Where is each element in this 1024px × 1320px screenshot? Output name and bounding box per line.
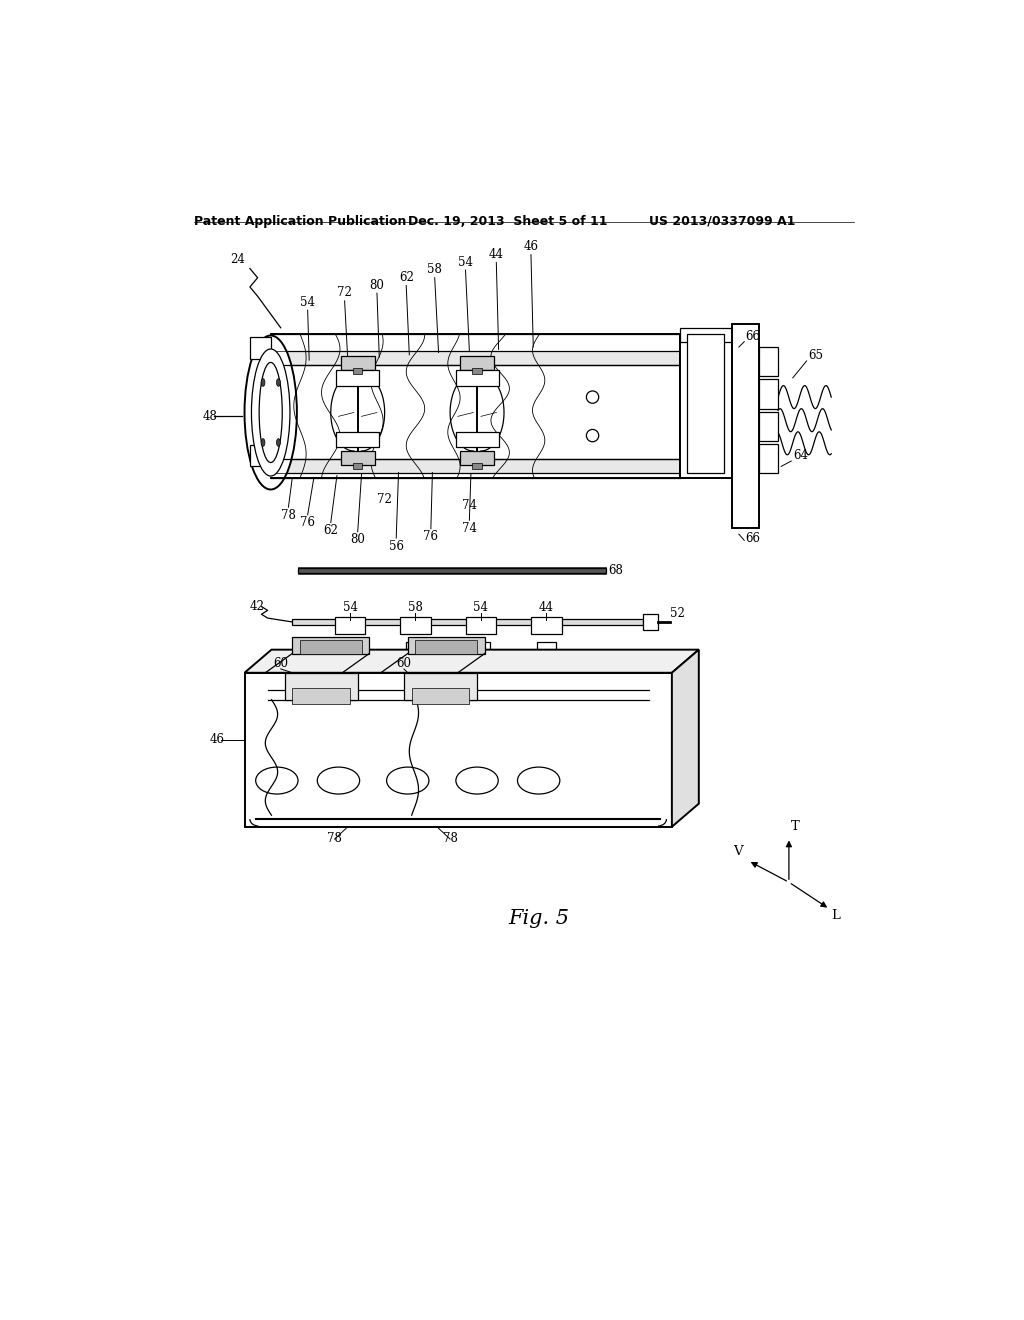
Text: Patent Application Publication: Patent Application Publication	[195, 215, 407, 227]
Text: 48: 48	[202, 409, 217, 422]
Bar	[466, 618, 497, 635]
Text: 66: 66	[745, 330, 760, 343]
Text: 44: 44	[488, 248, 504, 261]
Bar	[456, 432, 499, 447]
Bar	[353, 462, 362, 469]
Bar	[336, 432, 379, 447]
Bar	[250, 337, 271, 359]
Ellipse shape	[245, 335, 297, 490]
Bar	[353, 368, 362, 374]
Bar	[680, 334, 732, 478]
Bar	[531, 618, 562, 635]
Text: 78: 78	[281, 508, 296, 521]
Bar	[300, 640, 361, 653]
Text: 76: 76	[423, 531, 438, 544]
Text: 72: 72	[337, 286, 352, 300]
Text: V: V	[733, 845, 742, 858]
Text: 56: 56	[389, 540, 403, 553]
Text: 42: 42	[250, 601, 265, 612]
Text: 44: 44	[539, 601, 554, 614]
Text: Fig. 5: Fig. 5	[508, 909, 569, 928]
Text: 58: 58	[408, 601, 423, 614]
Text: 76: 76	[300, 516, 315, 529]
Bar	[298, 568, 606, 573]
Text: 24: 24	[230, 253, 246, 267]
Bar	[538, 642, 556, 651]
Bar	[292, 636, 370, 653]
Text: 78: 78	[328, 832, 342, 845]
Bar	[292, 688, 350, 704]
Text: 74: 74	[462, 521, 477, 535]
Ellipse shape	[261, 379, 265, 387]
Text: 64: 64	[793, 449, 808, 462]
Bar	[472, 642, 490, 651]
Bar	[407, 642, 425, 651]
Text: 78: 78	[442, 832, 458, 845]
Polygon shape	[672, 649, 698, 826]
Text: 72: 72	[377, 494, 392, 507]
Text: 54: 54	[342, 601, 357, 614]
Bar	[687, 334, 724, 473]
Text: 62: 62	[324, 524, 338, 537]
Bar	[643, 614, 658, 630]
Bar	[759, 444, 778, 474]
Text: US 2013/0337099 A1: US 2013/0337099 A1	[649, 215, 796, 227]
Bar	[250, 445, 271, 466]
Text: 60: 60	[396, 656, 412, 669]
Bar	[759, 347, 778, 376]
Text: 62: 62	[398, 271, 414, 284]
Bar	[472, 368, 481, 374]
Text: 80: 80	[370, 279, 384, 292]
Text: 54: 54	[300, 296, 315, 309]
Text: 46: 46	[523, 240, 539, 253]
Bar	[341, 642, 359, 651]
Text: 52: 52	[670, 607, 684, 619]
Bar	[408, 636, 484, 653]
Text: 68: 68	[608, 564, 623, 577]
Bar	[341, 451, 375, 465]
Text: 60: 60	[273, 656, 288, 669]
Bar	[416, 640, 477, 653]
Bar	[271, 351, 680, 364]
Text: 58: 58	[427, 263, 442, 276]
Bar	[460, 451, 494, 465]
Bar	[400, 618, 431, 635]
Text: Dec. 19, 2013  Sheet 5 of 11: Dec. 19, 2013 Sheet 5 of 11	[408, 215, 607, 227]
Ellipse shape	[276, 438, 281, 446]
Text: 80: 80	[350, 533, 366, 546]
Text: 65: 65	[808, 348, 823, 362]
Bar	[271, 459, 680, 473]
Bar	[456, 370, 499, 385]
Text: T: T	[792, 820, 800, 833]
Ellipse shape	[259, 363, 283, 462]
Bar	[285, 673, 357, 700]
Bar	[680, 327, 732, 342]
Bar	[403, 673, 477, 700]
Text: L: L	[831, 909, 840, 923]
Polygon shape	[245, 649, 698, 673]
Bar	[472, 462, 481, 469]
Text: 54: 54	[458, 256, 473, 268]
Bar	[335, 618, 366, 635]
Bar	[245, 673, 672, 826]
Ellipse shape	[261, 438, 265, 446]
Text: 66: 66	[745, 532, 760, 545]
Bar	[341, 356, 375, 370]
Text: 46: 46	[210, 733, 225, 746]
Text: 74: 74	[462, 499, 476, 512]
Bar	[759, 379, 778, 409]
Bar	[336, 370, 379, 385]
Text: 54: 54	[473, 601, 488, 614]
Bar	[412, 688, 469, 704]
Ellipse shape	[252, 348, 290, 477]
Ellipse shape	[276, 379, 281, 387]
Bar	[292, 619, 643, 626]
Bar	[759, 412, 778, 441]
Bar	[460, 356, 494, 370]
Bar	[732, 323, 759, 528]
